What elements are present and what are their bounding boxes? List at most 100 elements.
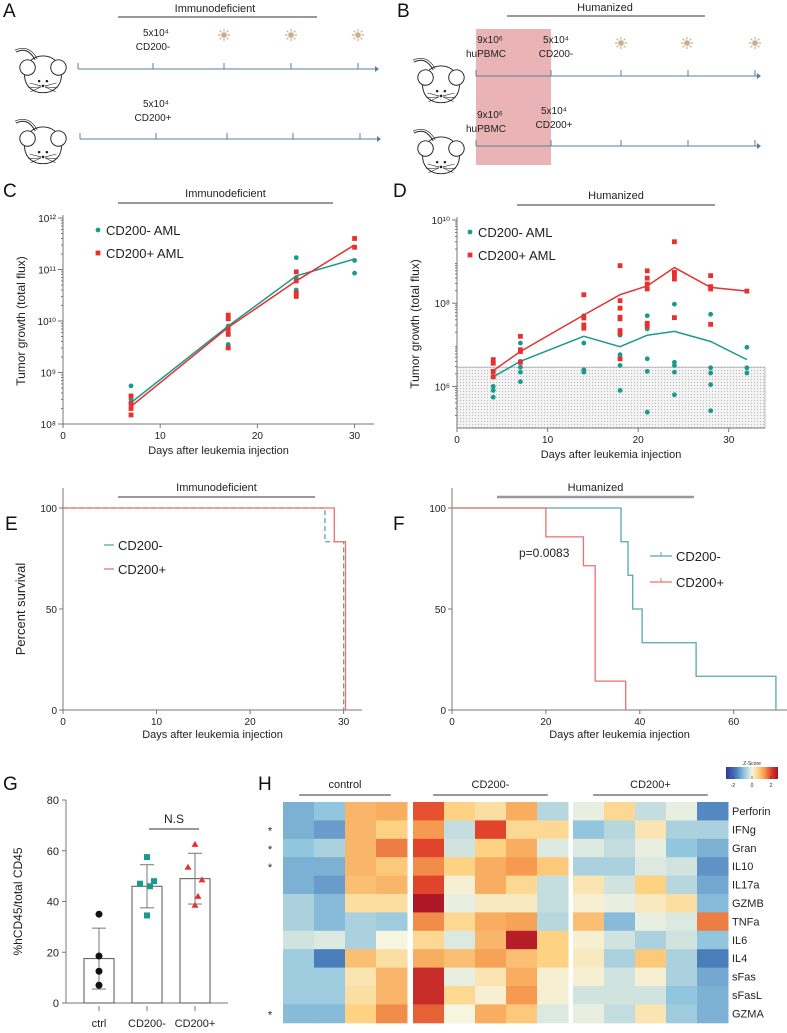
heatmap-cell — [573, 838, 605, 858]
heatmap-cell — [604, 967, 636, 987]
data-point — [708, 286, 714, 292]
panel-label-b: B — [397, 1, 410, 22]
chart-panel-c: Immunodeficient 10⁸ 10⁹ 10¹⁰ 10¹¹ 10¹² 0 10 20 30… — [14, 188, 374, 457]
heatmap-cell — [635, 967, 667, 987]
dose-label: 5x10⁴ — [543, 35, 569, 46]
heatmap-cell — [635, 949, 667, 969]
x-tick-label: 20 — [245, 717, 257, 728]
legend-label: CD200+ AML — [106, 246, 184, 261]
heatmap-cell — [604, 930, 636, 950]
row-label: IL6 — [732, 935, 747, 947]
heatmap-cell — [376, 1004, 408, 1024]
panel-label-h: H — [258, 774, 272, 795]
heatmap-cell — [444, 820, 476, 840]
heatmap-cell — [283, 967, 315, 987]
data-point — [644, 286, 650, 292]
data-point — [744, 365, 750, 371]
heatmap-cell — [376, 802, 408, 821]
chart-panel-g: 0 20 40 60 80 %hCD45/total CD45 ctrl CD200- CD20… — [11, 795, 228, 1030]
heatmap-cell — [283, 1004, 315, 1024]
data-point — [581, 322, 587, 328]
heatmap-cell — [283, 949, 315, 969]
pbmc-engraftment-highlight — [476, 29, 551, 165]
data-point — [708, 311, 714, 317]
pbmc-label: huPBMC — [466, 124, 506, 135]
data-point — [128, 383, 134, 389]
data-point — [518, 369, 523, 375]
pbmc-dose-label: 9x10⁶ — [477, 110, 503, 121]
data-point — [744, 288, 750, 294]
heatmap-cell — [283, 930, 315, 950]
data-point — [644, 323, 650, 329]
legend-marker — [95, 250, 101, 256]
timeline — [77, 63, 379, 72]
heatmap-cell — [413, 986, 445, 1005]
significance-mark: * — [268, 825, 273, 837]
heatmap-cell — [444, 857, 476, 877]
heatmap-cell — [413, 820, 445, 840]
heatmap-cell — [506, 838, 538, 858]
heatmap-cell — [604, 912, 636, 932]
heatmap-cell — [604, 949, 636, 969]
data-point — [581, 369, 587, 375]
heatmap-cell — [376, 820, 408, 840]
heatmap-cell — [506, 912, 538, 932]
heatmap-cell — [635, 857, 667, 877]
heatmap-cell — [283, 875, 315, 895]
heatmap-cell — [345, 1004, 377, 1024]
heatmap-cell — [537, 838, 569, 858]
heatmap-cell — [475, 820, 507, 840]
heatmap-cell — [444, 802, 476, 821]
heatmap-cell — [604, 857, 636, 877]
mean-line — [492, 266, 747, 372]
data-point — [128, 412, 134, 418]
panel-b-schematic: Humanized 9x10⁶ huPBMC 5x10⁴ CD200- 9x10… — [412, 2, 762, 175]
heatmap-cell — [697, 802, 729, 821]
heatmap-cell — [345, 802, 377, 821]
heatmap-cell — [573, 802, 605, 821]
data-point — [708, 382, 714, 388]
data-point — [581, 292, 587, 298]
heatmap-cell — [345, 820, 377, 840]
x-tick-label: 30 — [338, 717, 350, 728]
x-tick-label: CD200- — [128, 1018, 166, 1030]
heatmap-cell — [635, 894, 667, 913]
legend-label: CD200- AML — [106, 223, 180, 238]
heatmap-cell — [314, 986, 346, 1005]
y-tick-label: 100 — [40, 504, 57, 515]
y-tick-label: 0 — [53, 998, 59, 1010]
x-axis-label: Days after leukemia injection — [148, 445, 289, 457]
dose-label: 5x10⁴ — [541, 106, 567, 117]
heatmap-cell — [413, 930, 445, 950]
heatmap-cell — [573, 967, 605, 987]
heatmap-cell — [537, 820, 569, 840]
heatmap-cell — [314, 857, 346, 877]
heatmap-cell — [444, 967, 476, 987]
chart-title: Immunodeficient — [176, 482, 257, 494]
sun-icon — [217, 28, 231, 42]
heatmap-cell — [573, 949, 605, 969]
heatmap-cell — [537, 802, 569, 821]
heatmap-cell — [345, 930, 377, 950]
colorbar-tick-label: 0 — [751, 783, 754, 789]
panel-a-title: Immunodeficient — [175, 3, 256, 15]
data-point — [617, 356, 623, 362]
y-tick-label: 50 — [435, 605, 447, 616]
y-tick-label: 80 — [47, 795, 59, 807]
heatmap-cell — [666, 912, 698, 932]
p-value-annotation: p=0.0083 — [519, 546, 570, 560]
row-label: sFasL — [732, 990, 762, 1002]
data-point — [672, 276, 677, 282]
y-tick-label: 10⁸ — [41, 420, 56, 431]
dose-label: 5x10⁴ — [143, 28, 169, 39]
heatmap-cell — [283, 838, 315, 858]
cell-label: CD200- — [136, 42, 170, 53]
significance-mark: * — [268, 844, 273, 856]
data-point — [194, 892, 202, 899]
data-point — [95, 910, 103, 918]
heatmap-cell — [604, 875, 636, 895]
heatmap-cell — [635, 875, 667, 895]
legend-label: CD200- — [676, 549, 721, 564]
data-point — [617, 328, 623, 333]
data-point — [518, 333, 523, 339]
